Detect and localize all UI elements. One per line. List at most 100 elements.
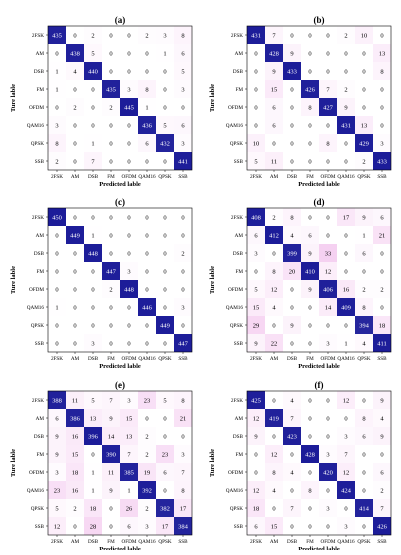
- heatmap-cell: [373, 445, 391, 463]
- heatmap-cell: [301, 98, 319, 116]
- heatmap-cell: [247, 208, 265, 226]
- cell-value: 0: [290, 159, 293, 166]
- heatmap-cell: [48, 316, 66, 334]
- cell-value: 16: [72, 434, 79, 441]
- cell-value: 424: [341, 488, 352, 495]
- heatmap-cell: [174, 445, 192, 463]
- heatmap-cell: [337, 391, 355, 409]
- heatmap-cell: [84, 208, 102, 226]
- y-tick-label: QAM16: [226, 488, 244, 494]
- heatmap-cell: [247, 409, 265, 427]
- cell-value: 13: [126, 434, 133, 441]
- cell-value: 3: [127, 398, 130, 405]
- y-tick-label: SSB: [35, 524, 45, 530]
- y-axis-label: Ture lable: [209, 266, 216, 294]
- heatmap-cell: [174, 44, 192, 62]
- cell-value: 0: [73, 269, 76, 276]
- heatmap-cell: [283, 445, 301, 463]
- cell-value: 6: [55, 416, 59, 423]
- cell-value: 0: [145, 51, 148, 58]
- heatmap-cell: [319, 80, 337, 98]
- y-tick-label: DSB: [34, 434, 45, 440]
- heatmap-cell: [84, 134, 102, 152]
- heatmap-cell: [337, 134, 355, 152]
- heatmap-cell: [48, 26, 66, 44]
- heatmap-cell: [265, 517, 283, 535]
- heatmap-cell: [174, 481, 192, 499]
- heatmap-cell: [247, 298, 265, 316]
- heatmap-cell: [102, 226, 120, 244]
- y-tick-label: SSB: [234, 159, 244, 165]
- heatmap-cell: [337, 98, 355, 116]
- cell-value: 26: [126, 506, 133, 513]
- cell-value: 0: [272, 323, 275, 330]
- cell-value: 3: [181, 305, 184, 312]
- x-tick-label: QAM16: [138, 174, 156, 180]
- x-tick-label: AM: [71, 356, 80, 362]
- cell-value: 0: [254, 87, 257, 94]
- y-tick-label: 2FSK: [32, 33, 44, 39]
- heatmap-cell: [138, 391, 156, 409]
- heatmap-cell: [120, 463, 138, 481]
- y-tick-label: AM: [36, 416, 45, 422]
- heatmap-cell: [48, 134, 66, 152]
- y-tick-label: QAM16: [226, 123, 244, 129]
- cell-value: 1: [163, 51, 166, 58]
- cell-value: 0: [326, 488, 329, 495]
- cell-value: 8: [380, 69, 383, 76]
- y-tick-label: OFDM: [228, 105, 243, 111]
- matrix-border: [47, 390, 193, 536]
- x-tick-label: QPSK: [158, 174, 172, 180]
- heatmap-cell: [265, 134, 283, 152]
- heatmap-cell: [373, 26, 391, 44]
- cell-value: 0: [127, 233, 130, 240]
- heatmap-cell: [265, 244, 283, 262]
- heatmap-cell: [247, 334, 265, 352]
- cell-value: 0: [326, 524, 329, 531]
- heatmap-cell: [319, 62, 337, 80]
- chart-title: (e): [115, 380, 125, 390]
- cell-value: 5: [163, 123, 166, 130]
- y-tick-label: OFDM: [29, 105, 44, 111]
- x-tick-label: FM: [107, 174, 115, 180]
- x-tick-label: QPSK: [158, 539, 172, 545]
- x-tick-label: QPSK: [357, 174, 371, 180]
- heatmap-cell: [138, 80, 156, 98]
- cell-value: 13: [361, 123, 368, 130]
- x-tick-label: OFDM: [122, 539, 137, 545]
- cell-value: 396: [88, 434, 99, 441]
- heatmap-cell: [247, 44, 265, 62]
- cell-value: 7: [290, 416, 294, 423]
- heatmap-cell: [355, 427, 373, 445]
- heatmap-cell: [319, 481, 337, 499]
- y-tick-label: AM: [235, 51, 244, 57]
- heatmap-cell: [156, 262, 174, 280]
- heatmap-cell: [301, 62, 319, 80]
- heatmap-cell: [319, 262, 337, 280]
- heatmap-cell: [66, 98, 84, 116]
- heatmap-cell: [247, 391, 265, 409]
- cell-value: 433: [287, 69, 297, 76]
- heatmap-cell: [301, 26, 319, 44]
- cell-value: 1: [91, 488, 94, 495]
- heatmap-cell: [337, 316, 355, 334]
- heatmap-cell: [283, 262, 301, 280]
- x-tick-label: QPSK: [357, 356, 371, 362]
- cell-value: 431: [251, 33, 261, 40]
- cell-value: 2: [73, 105, 76, 112]
- cell-value: 0: [109, 251, 112, 258]
- cell-value: 12: [253, 416, 260, 423]
- heatmap-cell: [48, 517, 66, 535]
- cell-value: 21: [180, 416, 187, 423]
- heatmap-cell: [283, 208, 301, 226]
- cell-value: 12: [271, 452, 278, 459]
- cell-value: 0: [344, 416, 347, 423]
- heatmap-cell: [84, 298, 102, 316]
- cell-value: 18: [379, 323, 386, 330]
- heatmap-cell: [84, 152, 102, 170]
- cell-value: 0: [308, 215, 311, 222]
- heatmap-cell: [373, 316, 391, 334]
- heatmap-cell: [247, 26, 265, 44]
- x-tick-label: SSB: [178, 356, 188, 362]
- x-axis-label: Predicted lable: [99, 546, 141, 550]
